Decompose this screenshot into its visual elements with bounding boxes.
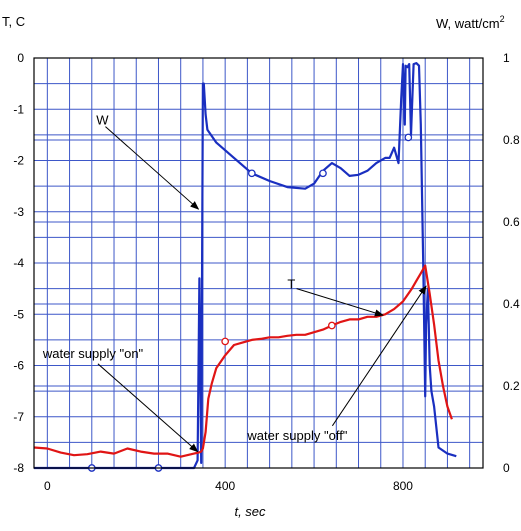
y-right-tick-label: 0.6: [503, 215, 520, 229]
y-axis-right-title: W, watt/cm2: [436, 14, 505, 31]
annotation-label: W: [96, 113, 109, 128]
annotation-arrow: [105, 126, 200, 210]
y-left-tick-label: -6: [13, 359, 24, 373]
y-axis-right-title-main: W, watt/cm: [436, 16, 500, 31]
y-axis-right-title-exponent: 2: [500, 14, 505, 24]
series-line-0: [34, 62, 457, 470]
annotation-label: T: [287, 277, 295, 292]
annotation-label: water supply "off": [246, 428, 347, 443]
annotation-arrow: [97, 363, 199, 453]
y-right-tick-label: 0.8: [503, 133, 520, 147]
y-right-tick-label: 0: [503, 461, 510, 475]
y-left-tick-label: -8: [13, 461, 24, 475]
y-left-tick-label: -2: [13, 154, 24, 168]
y-right-tick-label: 1: [503, 51, 510, 65]
y-axis-left-title: T, C: [2, 14, 25, 29]
annotation-label: water supply "on": [42, 346, 144, 361]
curves: [33, 62, 457, 472]
y-left-tick-label: -7: [13, 410, 24, 424]
x-axis-title: t, sec: [234, 504, 266, 519]
y-right-tick-label: 0.2: [503, 379, 520, 393]
y-left-tick-label: 0: [17, 51, 24, 65]
y-left-tick-label: -1: [13, 102, 24, 116]
x-tick-label: 800: [393, 479, 413, 493]
y-left-tick-label: -5: [13, 307, 24, 321]
plot-frame: [33, 57, 484, 469]
y-left-tick-label: -4: [13, 256, 24, 270]
y-right-tick-label: 0.4: [503, 297, 520, 311]
series-marker-0: [319, 169, 327, 178]
ticks: 0 400 800 0 -1 -2 -3 -4 -5 -6 -7 -8 0 0.2 0.4 0.6 0.8 1: [13, 51, 520, 493]
annotation-arrow: [296, 288, 384, 317]
series-marker-0: [404, 133, 413, 142]
series-marker-1: [221, 337, 230, 346]
x-tick-label: 400: [215, 479, 235, 493]
annotation-arrow: [331, 285, 427, 427]
y-left-tick-label: -3: [13, 205, 24, 219]
x-tick-label: 0: [44, 479, 51, 493]
series-marker-0: [247, 169, 256, 178]
series-marker-1: [328, 321, 336, 330]
series-line-1: [33, 264, 453, 458]
